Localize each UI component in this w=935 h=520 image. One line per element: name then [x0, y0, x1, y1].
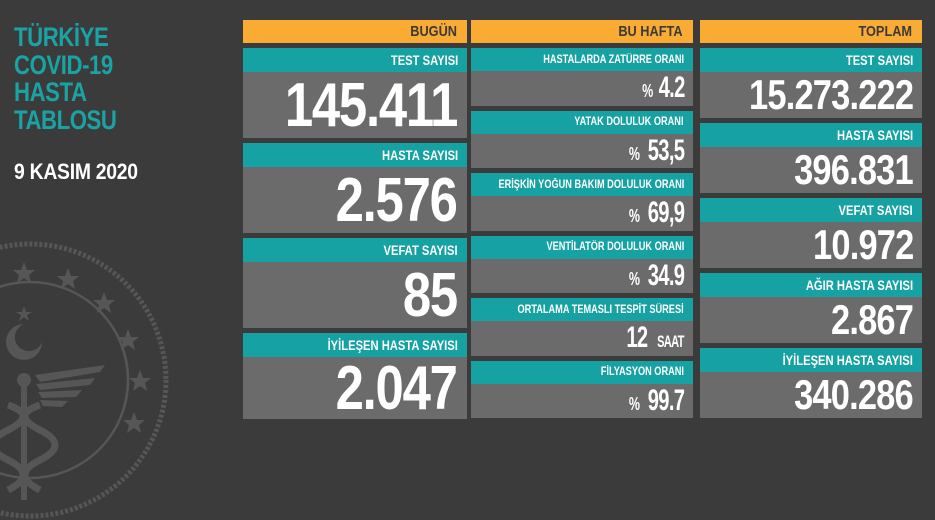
bed-occupancy-card: YATAK DOLULUK ORANI % 53,5: [471, 110, 693, 168]
total-recovered-card: İYİLEŞEN HASTA SAYISI 340.286: [700, 348, 922, 418]
card-label: YATAK DOLULUK ORANI: [471, 110, 693, 134]
today-column: BUGÜN TEST SAYISI 145.411 HASTA SAYISI 2…: [243, 20, 467, 423]
total-column: TOPLAM TEST SAYISI 15.273.222 HASTA SAYI…: [700, 20, 922, 418]
total-test-card: TEST SAYISI 15.273.222: [700, 48, 922, 118]
total-cases-card: HASTA SAYISI 396.831: [700, 123, 922, 193]
filiation-rate-card: FİLYASYON ORANI % 99.7: [471, 360, 693, 418]
this-week-column: BU HAFTA HASTALARDA ZATÜRRE ORANI % 4.2 Y…: [471, 20, 693, 418]
card-value: 2.047: [243, 354, 467, 423]
card-value: 10.972: [700, 221, 922, 268]
today-deaths-card: VEFAT SAYISI 85: [243, 238, 467, 330]
card-label: VENTİLATÖR DOLULUK ORANI: [471, 235, 693, 259]
this-week-header: BU HAFTA: [471, 20, 693, 43]
card-value: % 69,9: [471, 196, 693, 231]
card-label: ORTALAMA TEMASLI TESPİT SÜRESİ: [471, 298, 693, 321]
total-critical-card: AĞIR HASTA SAYISI 2.867: [700, 273, 922, 343]
pneumonia-rate-card: HASTALARDA ZATÜRRE ORANI % 4.2: [471, 48, 693, 106]
card-label: ERİŞKİN YOĞUN BAKIM DOLULUK ORANI: [471, 173, 693, 196]
card-label: TEST SAYISI: [243, 48, 467, 72]
card-label: HASTA SAYISI: [700, 123, 922, 147]
card-label: VEFAT SAYISI: [243, 238, 467, 262]
today-cases-card: HASTA SAYISI 2.576: [243, 143, 467, 235]
title-line-4: TABLOSU: [14, 104, 117, 135]
today-header: BUGÜN: [243, 20, 467, 43]
card-value: 12 SAAT: [471, 321, 693, 356]
card-value: 340.286: [700, 371, 922, 418]
today-test-card: TEST SAYISI 145.411: [243, 48, 467, 140]
card-value: 2.867: [700, 296, 922, 343]
card-value: 85: [243, 261, 467, 330]
card-label: AĞIR HASTA SAYISI: [700, 273, 922, 297]
card-value: % 53,5: [471, 133, 693, 168]
title-line-2: COVID-19: [14, 49, 113, 80]
card-value: 15.273.222: [700, 71, 922, 118]
card-value: % 99.7: [471, 383, 693, 418]
page-title: TÜRKİYE COVID-19 HASTA TABLOSU: [14, 22, 117, 135]
card-value: 396.831: [700, 146, 922, 193]
card-label: İYİLEŞEN HASTA SAYISI: [243, 333, 467, 357]
ventilator-occupancy-card: VENTİLATÖR DOLULUK ORANI % 34.9: [471, 235, 693, 293]
card-value: 2.576: [243, 166, 467, 235]
card-label: FİLYASYON ORANI: [471, 360, 693, 384]
card-value: % 34.9: [471, 258, 693, 293]
total-header: TOPLAM: [700, 20, 922, 43]
contact-tracing-time-card: ORTALAMA TEMASLI TESPİT SÜRESİ 12 SAAT: [471, 298, 693, 356]
card-label: HASTA SAYISI: [243, 143, 467, 167]
ministry-of-health-emblem-icon: [0, 241, 169, 519]
title-line-1: TÜRKİYE: [14, 22, 109, 52]
total-deaths-card: VEFAT SAYISI 10.972: [700, 198, 922, 268]
card-label: VEFAT SAYISI: [700, 198, 922, 222]
icu-occupancy-card: ERİŞKİN YOĞUN BAKIM DOLULUK ORANI % 69,9: [471, 173, 693, 231]
card-label: İYİLEŞEN HASTA SAYISI: [700, 348, 922, 372]
card-label: HASTALARDA ZATÜRRE ORANI: [471, 48, 693, 71]
today-recovered-card: İYİLEŞEN HASTA SAYISI 2.047: [243, 333, 467, 423]
card-value: 145.411: [243, 71, 467, 140]
card-label: TEST SAYISI: [700, 48, 922, 72]
report-date: 9 KASIM 2020: [14, 159, 138, 184]
card-value: % 4.2: [471, 71, 693, 106]
title-line-3: HASTA: [14, 77, 87, 107]
